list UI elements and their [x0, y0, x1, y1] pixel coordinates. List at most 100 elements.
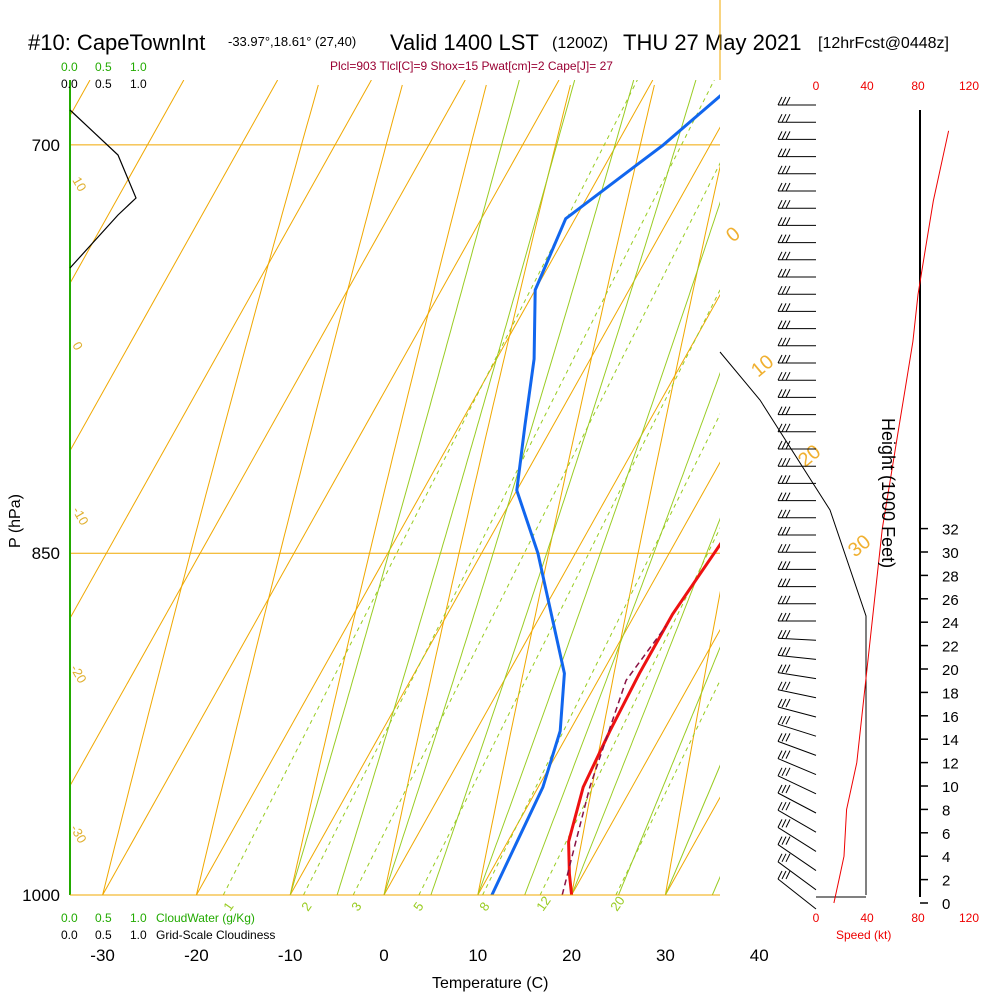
wind-barb-flag	[781, 836, 787, 845]
wind-barb-flag	[785, 664, 791, 673]
speed-tick-bottom: 40	[860, 911, 874, 925]
wind-barb-flag	[781, 629, 787, 639]
wind-barb-flag	[777, 578, 783, 587]
wind-barb-flag	[781, 647, 787, 656]
dry-adiabat-line	[947, 85, 1000, 895]
wind-barb	[777, 706, 817, 718]
dry-adiabat-line	[664, 590, 720, 895]
temperature-tick-label: 0	[379, 946, 388, 965]
wind-barb-flag	[781, 320, 787, 329]
wind-barb-flag	[781, 285, 787, 295]
height-tick-label: 2	[942, 873, 950, 890]
wind-barb	[777, 809, 817, 833]
cloudwater-tick-top: 1.0	[130, 60, 147, 74]
wind-barb	[777, 792, 817, 814]
temperature-tick-label: 40	[750, 946, 769, 965]
wind-barb	[777, 637, 817, 641]
height-tick-label: 8	[942, 802, 950, 819]
wind-barb-flag	[781, 578, 787, 587]
wind-barb-flag	[777, 303, 783, 312]
wind-barb-flag	[785, 285, 791, 295]
mixing-ratio-label: 3	[348, 899, 364, 914]
speed-tick-top: 120	[959, 79, 979, 93]
speed-tick-bottom: 80	[911, 911, 925, 925]
wind-barb-flag	[785, 234, 791, 243]
wind-barb	[777, 826, 817, 852]
dry-adiabat-label: 10	[747, 351, 778, 382]
wind-barb-flag	[785, 526, 791, 536]
wind-barb-flag	[777, 389, 783, 398]
wind-barb-flag	[785, 784, 791, 794]
sounding-profiles	[490, 94, 720, 904]
cloudiness-tick-bottom: 0.5	[95, 928, 112, 942]
cloudwater-label: CloudWater (g/Kg)	[156, 911, 255, 925]
wind-barb-flag	[781, 131, 787, 140]
wind-barb-flag	[777, 492, 783, 501]
cloudwater-tick-top: 0.0	[61, 60, 78, 74]
wind-barb-flag	[781, 182, 787, 192]
wind-barb-flag	[785, 113, 791, 123]
wind-barb-flag	[785, 715, 791, 725]
wind-barb-flag	[781, 801, 787, 811]
speed-tick-top: 40	[860, 79, 874, 93]
wind-barb	[777, 844, 817, 872]
wind-barb-flag	[781, 543, 787, 553]
wind-barb-flag	[781, 664, 787, 673]
moist-adiabat-line	[289, 80, 520, 895]
temperature-tick-label: 20	[562, 946, 581, 965]
valid-time: Valid 1400 LST	[390, 30, 539, 55]
wind-barb-flag	[781, 509, 787, 519]
temperature-tick-label: -10	[278, 946, 303, 965]
wind-barb-flag	[781, 767, 787, 777]
moist-adiabat-line	[664, 764, 720, 895]
wind-barb-flag	[777, 595, 783, 605]
cloudiness-tick-bottom: 0.0	[61, 928, 78, 942]
wind-barb	[777, 775, 817, 795]
wind-barb-flag	[781, 440, 787, 450]
height-tick-label: 6	[942, 826, 950, 843]
station-coords: -33.97°,18.61° (27,40)	[228, 34, 356, 49]
wind-barb-flag	[781, 389, 787, 398]
isotherm-line	[70, 80, 279, 452]
wind-barb-flag	[777, 870, 783, 880]
forecast-tag: [12hrFcst@0448z]	[818, 35, 949, 52]
wind-barb-flag	[781, 234, 787, 243]
wind-barb-flag	[785, 509, 791, 519]
moist-adiabat-line	[430, 80, 697, 895]
wind-barb-flag	[777, 767, 783, 777]
height-tick-label: 12	[942, 756, 959, 773]
stability-indices: Plcl=903 Tlcl[C]=9 Shox=15 Pwat[cm]=2 Ca…	[330, 59, 613, 73]
surface-dewpoint-dot	[503, 896, 511, 904]
wind-barb-flag	[777, 698, 783, 708]
dewpoint-line	[490, 94, 720, 895]
wind-barb-flag	[777, 681, 783, 691]
dry-adiabat-line	[477, 84, 655, 895]
wind-barb-flag	[785, 475, 791, 484]
wind-barb-flag	[781, 715, 787, 725]
wind-barb-flag	[777, 543, 783, 553]
pressure-tick-label: 700	[32, 136, 60, 155]
isotherm-line	[571, 628, 720, 895]
wind-barb-flag	[777, 750, 783, 759]
isotherm-line	[664, 796, 720, 895]
wind-barb-flag	[777, 423, 783, 433]
wind-barb-flag	[777, 199, 783, 209]
wind-barb-flag	[781, 96, 787, 106]
wind-barb-flag	[785, 750, 791, 759]
mixing-ratio-line	[482, 413, 720, 895]
wind-barb-flag	[777, 853, 783, 863]
height-tick-label: 18	[942, 685, 959, 702]
isotherm-line	[477, 461, 720, 895]
wind-barb-flag	[777, 457, 783, 467]
wind-barb-flag	[785, 337, 791, 347]
wind-barb-flag	[785, 131, 791, 140]
background-grid	[70, 80, 1000, 895]
wind-barb-flag	[785, 733, 791, 742]
wind-barb-flag	[777, 251, 783, 261]
wind-barb-flag	[777, 715, 783, 725]
wind-barb-flag	[781, 750, 787, 759]
wind-barb	[777, 654, 817, 660]
dry-adiabat-label: 0	[722, 223, 745, 247]
wind-barb-flag	[785, 595, 791, 605]
